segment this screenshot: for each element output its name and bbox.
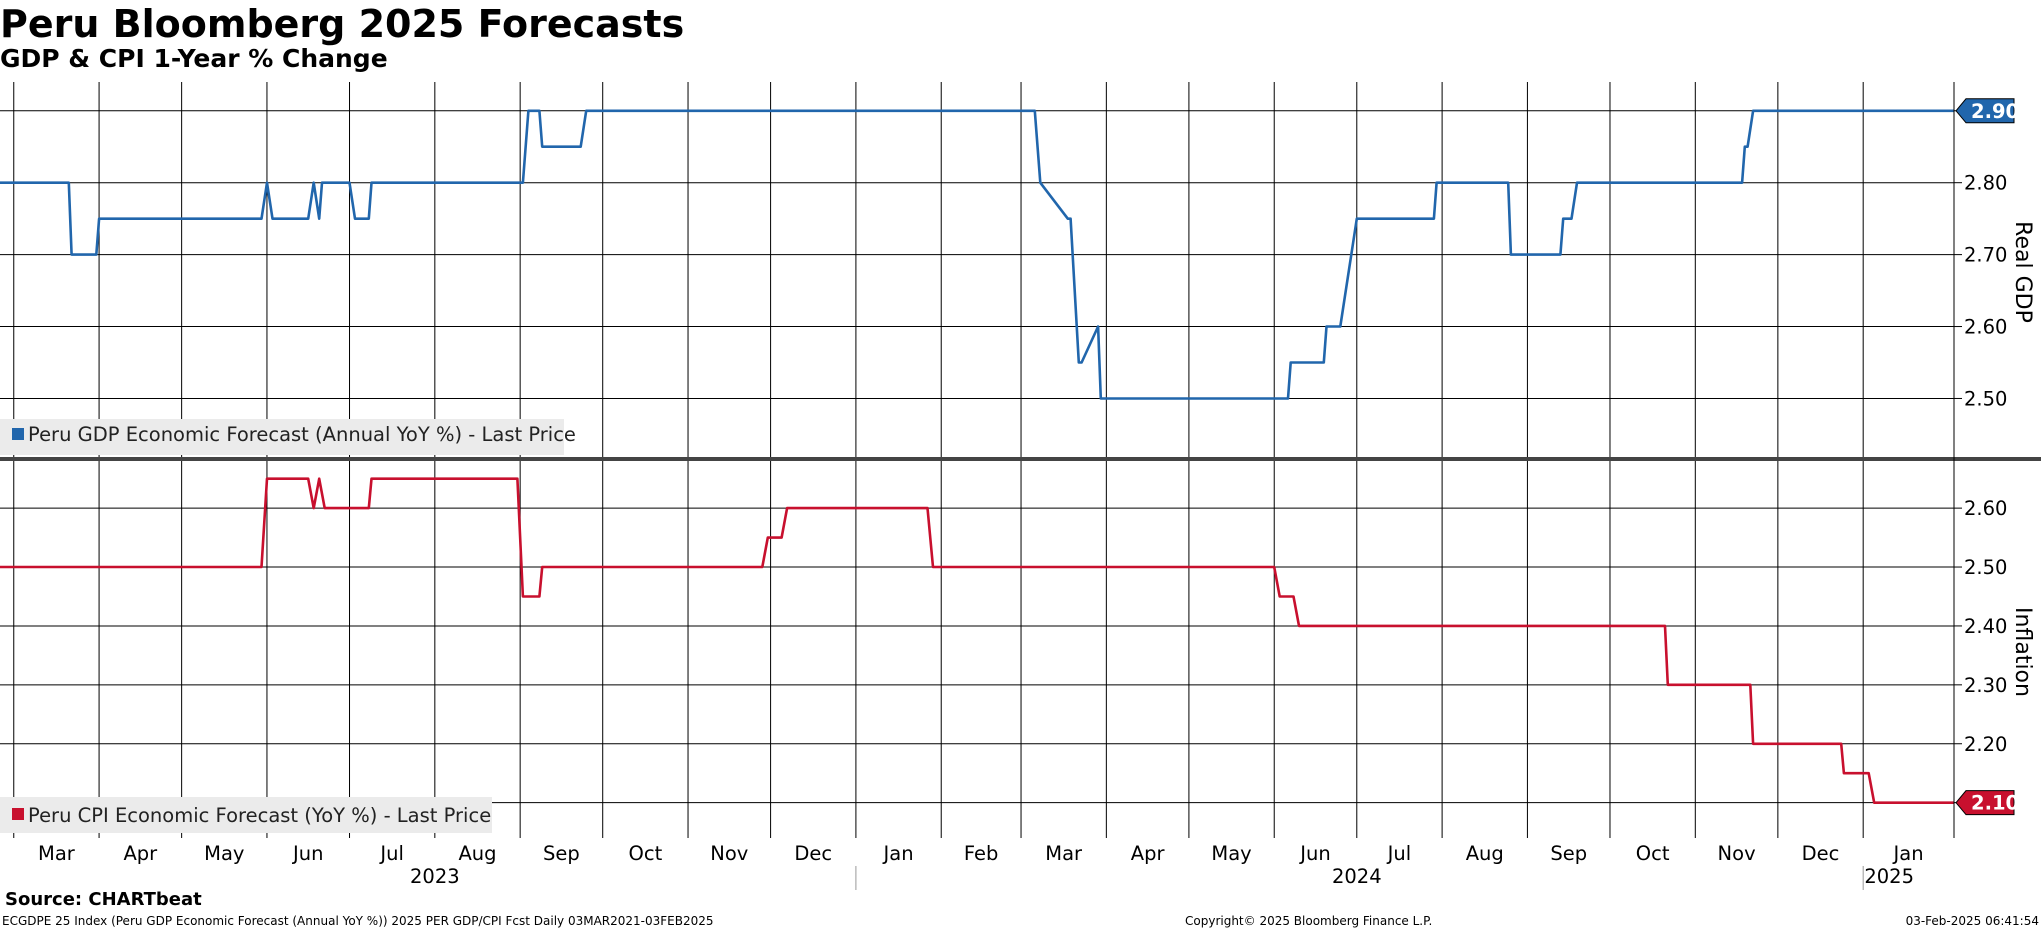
x-month-label-18: Sep — [1550, 842, 1587, 865]
cpi-last-value-badge: 2.10 — [1955, 790, 2019, 816]
x-month-label-22: Jan — [1892, 842, 1924, 865]
legend-cpi-label: Peru CPI Economic Forecast (YoY %) - Las… — [28, 804, 491, 827]
x-month-label-6: Sep — [543, 842, 580, 865]
gdp-y-tick-label-2: 2.70 — [1964, 244, 2007, 267]
footer-timestamp: 03-Feb-2025 06:41:54 — [1905, 914, 2039, 928]
x-month-label-20: Nov — [1718, 842, 1756, 865]
gdp-y-tick-label-3: 2.80 — [1964, 172, 2007, 195]
gdp-badge-shape — [1955, 98, 2015, 124]
legend-cpi: Peru CPI Economic Forecast (YoY %) - Las… — [0, 797, 492, 833]
x-month-label-19: Oct — [1636, 842, 1670, 865]
x-month-label-17: Aug — [1466, 842, 1504, 865]
gdp-y-tick-label-0: 2.50 — [1964, 387, 2007, 410]
x-month-label-1: Apr — [123, 842, 158, 865]
legend-gdp-label: Peru GDP Economic Forecast (Annual YoY %… — [28, 423, 576, 446]
x-month-label-9: Dec — [794, 842, 832, 865]
cpi-y-tick-label-2: 2.40 — [1964, 615, 2007, 638]
gdp-last-value-badge: 2.90 — [1955, 98, 2019, 124]
cpi-last-value: 2.10 — [1971, 792, 2019, 815]
chart-title: Peru Bloomberg 2025 Forecasts — [0, 2, 685, 46]
cpi-badge-shape — [1955, 790, 2015, 816]
x-month-label-14: May — [1211, 842, 1251, 865]
cpi-y-tick-label-3: 2.50 — [1964, 556, 2007, 579]
gdp-y-tick-label-1: 2.60 — [1964, 316, 2007, 339]
x-month-label-10: Jan — [882, 842, 914, 865]
x-month-label-2: May — [204, 842, 244, 865]
gdp-axis-title: Real GDP — [2010, 221, 2035, 323]
cpi-y-tick-label-0: 2.20 — [1964, 733, 2007, 756]
axes: 2.50 2.60 2.70 2.80 2.20 2.30 2.40 2.50 2.60 Mar A… — [0, 82, 2041, 890]
x-month-label-13: Apr — [1131, 842, 1166, 865]
legend-gdp-swatch — [12, 428, 24, 440]
gdp-last-value: 2.90 — [1971, 100, 2019, 123]
cpi-axis-title: Inflation — [2010, 607, 2035, 697]
x-month-label-21: Dec — [1802, 842, 1840, 865]
source-note: Source: CHARTbeat — [5, 889, 202, 910]
x-year-label-1: 2024 — [1332, 865, 1382, 888]
x-month-label-16: Jul — [1386, 842, 1412, 865]
x-month-label-7: Oct — [629, 842, 663, 865]
x-month-label-15: Jun — [1298, 842, 1330, 865]
x-month-label-11: Feb — [964, 842, 999, 865]
x-month-label-5: Aug — [458, 842, 496, 865]
cpi-y-tick-label-1: 2.30 — [1964, 674, 2007, 697]
x-month-label-12: Mar — [1045, 842, 1083, 865]
footer-series-info: ECGDPE 25 Index (Peru GDP Economic Forec… — [2, 914, 714, 928]
x-year-label-0: 2023 — [410, 865, 460, 888]
x-month-label-4: Jul — [378, 842, 404, 865]
x-month-label-0: Mar — [38, 842, 76, 865]
cpi-series-line — [0, 477, 1954, 804]
cpi-y-tick-label-4: 2.60 — [1964, 497, 2007, 520]
legend-cpi-swatch — [12, 808, 24, 820]
x-year-label-2: 2025 — [1864, 865, 1914, 888]
x-month-label-3: Jun — [291, 842, 323, 865]
gdp-series-line — [0, 109, 1954, 400]
series-lines — [0, 109, 1954, 804]
legend-gdp: Peru GDP Economic Forecast (Annual YoY %… — [0, 419, 576, 455]
x-month-label-8: Nov — [710, 842, 748, 865]
footer-copyright: Copyright© 2025 Bloomberg Finance L.P. — [1185, 914, 1433, 928]
chart-subtitle: GDP & CPI 1-Year % Change — [0, 44, 388, 73]
